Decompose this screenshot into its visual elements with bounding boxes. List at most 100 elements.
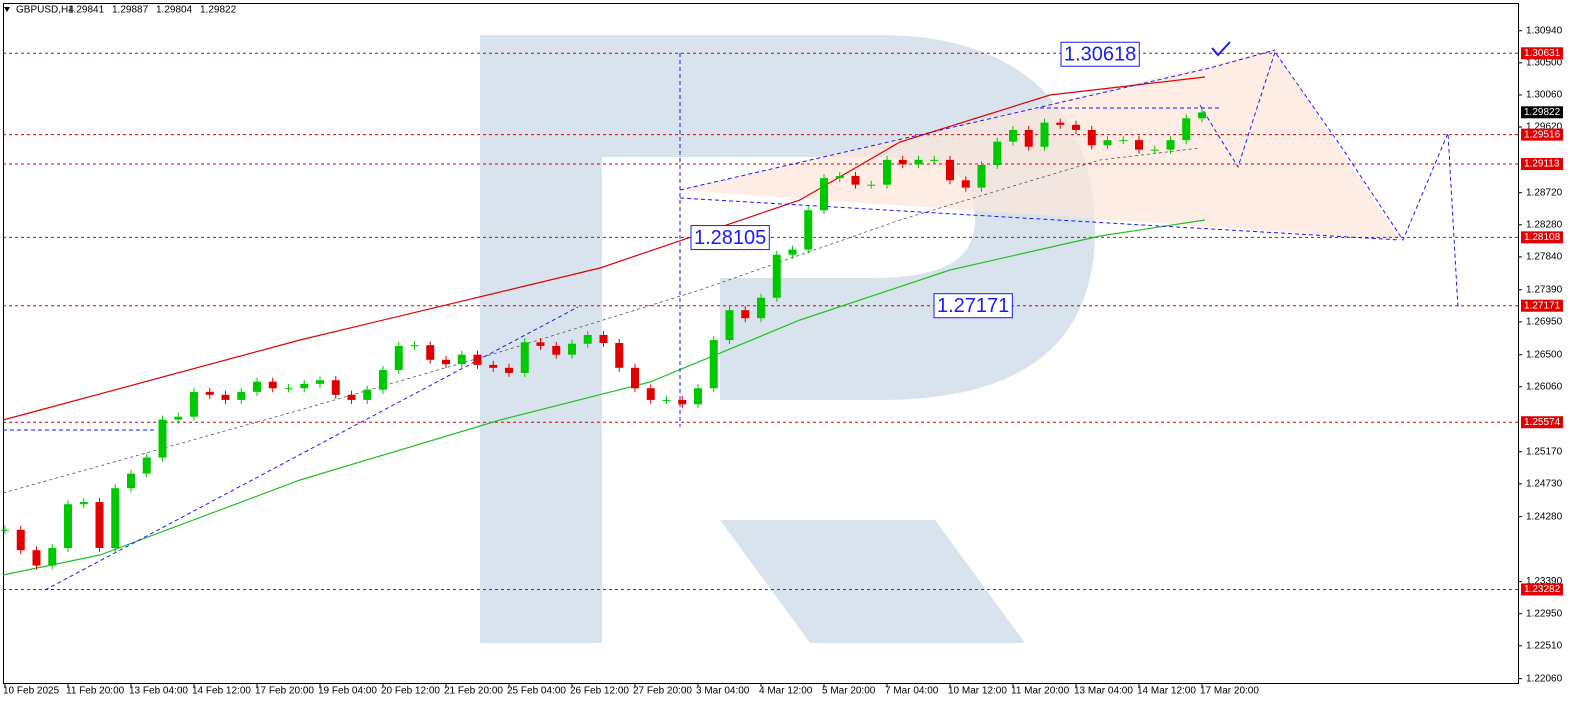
check-mark (1211, 41, 1231, 57)
annotation: 1.28105 (694, 227, 766, 249)
red-moving-average (2, 76, 1206, 421)
candle-body (961, 180, 970, 188)
forecast-lines (3, 49, 1459, 591)
ohlc-value: 1.29804 (156, 5, 193, 16)
candle-body (253, 381, 261, 392)
candle-body (1166, 140, 1175, 150)
candle-body (867, 184, 876, 186)
candle-body (410, 345, 419, 347)
x-tick-label: 25 Feb 04:00 (507, 686, 566, 697)
x-tick-label: 17 Feb 20:00 (255, 686, 314, 697)
candle-body (725, 310, 734, 341)
y-tick-label: 1.26060 (1526, 381, 1563, 392)
level-label-box (1521, 299, 1563, 312)
x-tick-label: 19 Feb 04:00 (318, 686, 377, 697)
candle-body (993, 141, 1002, 165)
annotation: 1.30618 (1064, 44, 1136, 66)
candle-body (1072, 124, 1080, 130)
x-tick-label: 14 Feb 12:00 (192, 686, 251, 697)
y-tick-label: 1.30940 (1526, 25, 1563, 36)
candle-body (772, 254, 781, 298)
candle-body (804, 210, 813, 250)
x-tick-label: 13 Feb 04:00 (129, 686, 188, 697)
current-price-label: 1.29822 (1524, 107, 1561, 118)
level-label: 1.23282 (1524, 584, 1561, 595)
candle-body (111, 488, 120, 549)
x-tick-label: 17 Mar 20:00 (1200, 686, 1259, 697)
x-tick-label: 11 Mar 20:00 (1011, 686, 1070, 697)
candle-body (473, 354, 482, 365)
candle-body (1135, 140, 1143, 150)
trend-line (2, 147, 1201, 494)
candle-body (741, 310, 750, 319)
y-tick-label: 1.22060 (1526, 673, 1563, 684)
annotation-box (1060, 41, 1140, 67)
candle-body (1119, 140, 1128, 142)
candle-body (977, 164, 986, 188)
candle-body (331, 380, 340, 395)
candle-body (835, 175, 844, 179)
level-label: 1.29516 (1524, 129, 1561, 140)
candle-body (158, 419, 167, 458)
level-label: 1.30631 (1524, 48, 1561, 59)
green-moving-average (2, 219, 1206, 576)
x-tick-label: 20 Feb 12:00 (381, 686, 440, 697)
x-tick-label: 7 Mar 04:00 (885, 686, 939, 697)
candle-body (505, 367, 513, 373)
level-label: 1.25574 (1524, 417, 1561, 428)
candle-body (457, 354, 466, 365)
level-label-box (1521, 128, 1563, 141)
candle-body (914, 159, 923, 165)
y-tick-label: 1.24730 (1526, 478, 1563, 489)
x-tick-label: 10 Feb 2025 (3, 686, 60, 697)
y-tick-label: 1.28280 (1526, 219, 1563, 230)
candle-body (615, 343, 624, 368)
candle-body (520, 342, 529, 373)
x-tick-label: 14 Mar 12:00 (1137, 686, 1196, 697)
candle-body (694, 388, 702, 405)
y-tick-label: 1.24280 (1526, 511, 1563, 522)
candle-body (16, 529, 25, 551)
annotation-box (690, 225, 770, 251)
candle-body (568, 343, 576, 355)
candle-body (284, 388, 293, 390)
forecast-area (680, 50, 1400, 240)
candle-body (394, 345, 403, 370)
y-tick-label: 1.25170 (1526, 446, 1563, 457)
candle-body (48, 548, 57, 566)
candle-body (379, 369, 387, 390)
current-price-box (1521, 106, 1563, 119)
candle-body (883, 159, 891, 185)
candle-body (851, 175, 860, 185)
x-tick-label: 27 Feb 20:00 (633, 686, 692, 697)
x-tick-label: 21 Feb 20:00 (444, 686, 503, 697)
candle-body (646, 388, 655, 400)
candle-body (1103, 140, 1112, 146)
annotation: 1.27171 (937, 295, 1009, 317)
x-tick-label: 26 Feb 12:00 (570, 686, 629, 697)
candle-body (788, 249, 797, 255)
menu-arrow (4, 7, 10, 12)
candle-body (95, 502, 104, 549)
candle-body (1087, 129, 1096, 146)
y-tick-label: 1.23390 (1526, 576, 1563, 587)
y-tick-label: 1.26950 (1526, 316, 1563, 327)
ohlc-value: 1.29822 (200, 5, 237, 16)
candle-body (142, 457, 151, 474)
candle-body (1009, 129, 1017, 142)
candle-body (1024, 129, 1033, 147)
candle-body (946, 159, 954, 181)
candle-body (237, 391, 246, 400)
level-label: 1.29113 (1524, 159, 1560, 170)
candle-body (1056, 122, 1065, 125)
y-tick-label: 1.27840 (1526, 252, 1563, 263)
level-label-box (1521, 47, 1563, 60)
x-tick-label: 3 Mar 04:00 (696, 686, 750, 697)
x-tick-label: 5 Mar 20:00 (822, 686, 876, 697)
x-tick-label: 11 Feb 20:00 (66, 686, 125, 697)
y-tick-label: 1.28720 (1526, 187, 1563, 198)
candle-body (662, 399, 671, 401)
candle-body (489, 364, 498, 368)
level-label-box (1521, 583, 1563, 596)
